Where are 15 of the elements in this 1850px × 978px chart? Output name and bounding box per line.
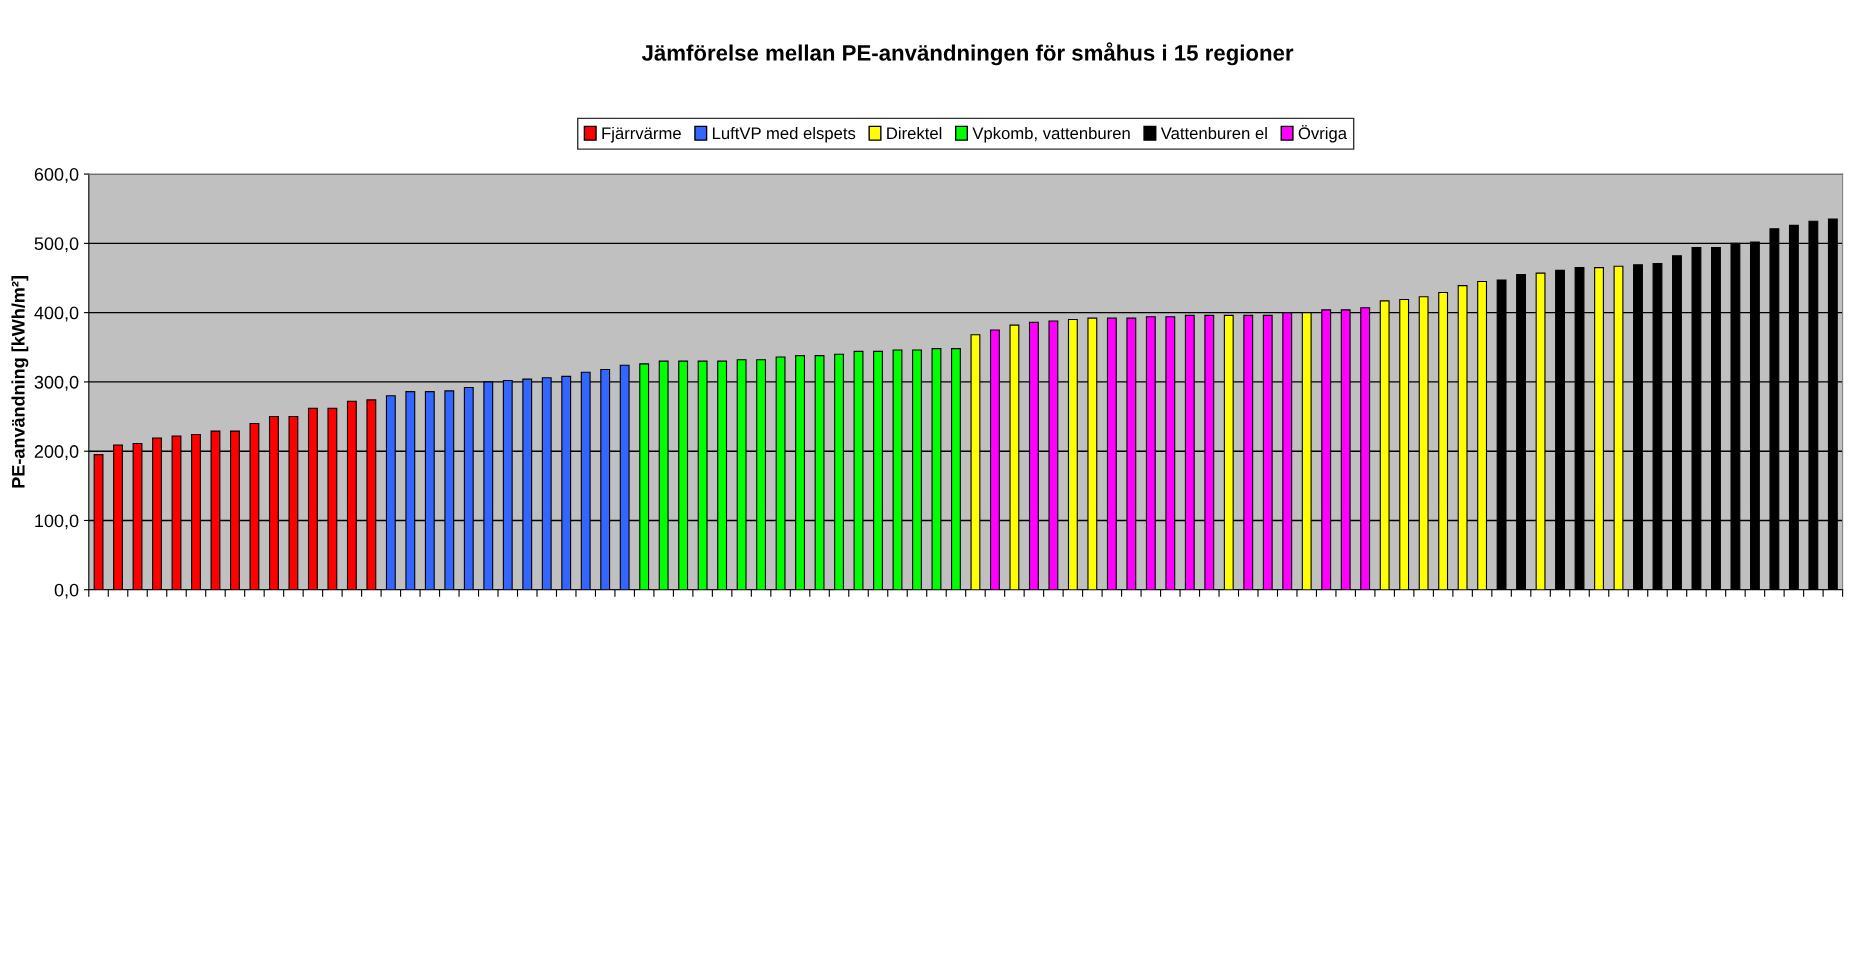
y-tick-label: 300,0 — [34, 375, 79, 391]
legend-label: Direktel — [887, 126, 942, 140]
legend-label: Vattenburen el — [1160, 126, 1267, 140]
legend-label: Vpkomb, vattenburen — [972, 126, 1130, 143]
y-tick-label: 500,0 — [34, 237, 79, 253]
legend-label: LuftVP med elspets — [712, 126, 856, 143]
y-tick-label: 400,0 — [34, 306, 79, 322]
y-tick-label: 600,0 — [34, 168, 79, 183]
legend-label: Fjärrvärme — [602, 126, 681, 143]
y-tick-label: 0,0 — [54, 583, 79, 599]
legend-label: Övriga — [1298, 125, 1348, 143]
y-axis-title: PE-användning [kWh/m²] — [11, 276, 29, 488]
y-tick-label: 200,0 — [34, 445, 79, 461]
chart-title: Jämförelse mellan PE-användningen för småhus i 15 regioner — [641, 42, 1294, 66]
y-tick-label: 100,0 — [35, 514, 79, 530]
